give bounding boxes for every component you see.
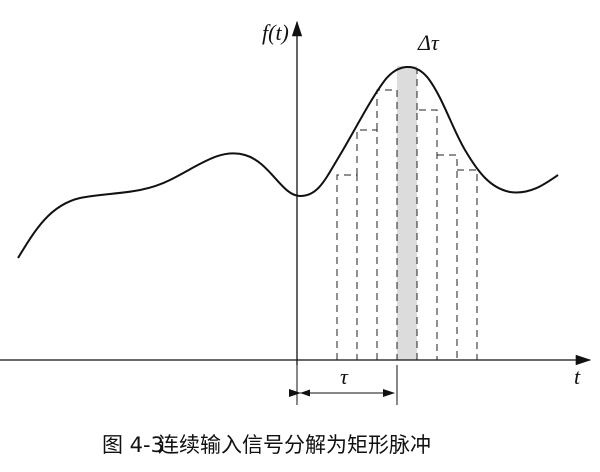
caption-text: 连续输入信号分解为矩形脉冲 (158, 433, 431, 457)
pulse-lines (336, 70, 478, 360)
x-axis-label: t (574, 364, 581, 389)
signal-curve (17, 66, 559, 259)
delta-tau-label: Δτ (417, 30, 440, 55)
tau-label: τ (340, 364, 349, 389)
tau-arrow-left (300, 389, 310, 397)
caption-number: 图 4-3 (102, 433, 164, 457)
y-axis-label: f(t) (262, 20, 289, 45)
delta-tau-strip (397, 66, 417, 360)
